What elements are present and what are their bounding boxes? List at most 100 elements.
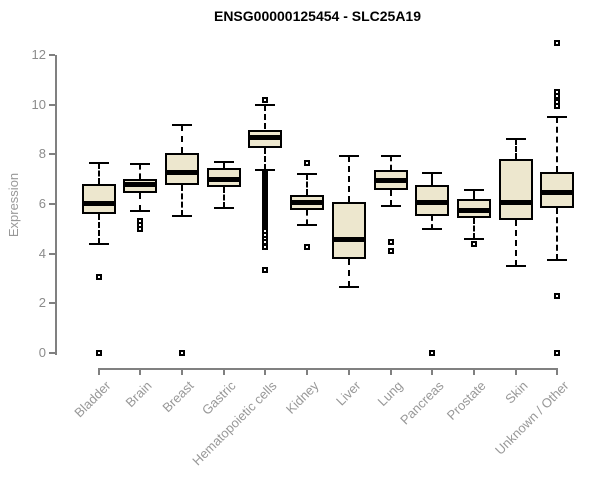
outlier-point xyxy=(304,160,311,167)
outlier-point xyxy=(387,239,394,246)
y-axis-tick-label: 2 xyxy=(38,295,46,311)
outlier-point xyxy=(262,266,269,273)
whisker-cap-upper xyxy=(380,154,401,157)
whisker-lower xyxy=(97,213,100,244)
whisker-upper xyxy=(306,174,309,196)
whisker-upper xyxy=(181,124,184,154)
whisker-cap-upper xyxy=(547,116,568,119)
whisker-lower xyxy=(472,217,475,239)
whisker-upper xyxy=(139,164,142,180)
x-axis-tick xyxy=(472,368,475,375)
whisker-cap-lower xyxy=(547,258,568,261)
whisker-cap-upper xyxy=(297,173,318,176)
outlier-point xyxy=(387,248,394,255)
whisker-lower xyxy=(431,216,434,229)
x-axis-tick xyxy=(264,368,267,375)
whisker-cap-upper xyxy=(130,163,151,166)
whisker-lower xyxy=(264,148,267,171)
y-axis-tick xyxy=(49,153,55,156)
x-axis-tick xyxy=(347,368,350,375)
whisker-upper xyxy=(264,104,267,130)
median-line xyxy=(500,199,531,205)
whisker-upper xyxy=(514,139,517,160)
whisker-cap-lower xyxy=(505,265,526,268)
whisker-lower xyxy=(222,186,225,208)
whisker-cap-lower xyxy=(338,286,359,289)
whisker-upper xyxy=(431,172,434,186)
box-iqr xyxy=(81,184,116,214)
y-axis-tick xyxy=(49,352,55,354)
median-line xyxy=(83,200,114,206)
x-axis-tick xyxy=(139,368,142,375)
x-axis-tick xyxy=(306,368,309,375)
y-axis-tick xyxy=(49,103,55,106)
whisker-lower xyxy=(556,207,559,260)
x-axis-tick xyxy=(222,368,225,375)
chart-title: ENSG00000125454 - SLC25A19 xyxy=(213,8,422,24)
median-line xyxy=(375,178,406,184)
y-axis-tick-label: 6 xyxy=(38,196,46,211)
whisker-cap-upper xyxy=(255,103,276,106)
y-axis-tick xyxy=(49,302,55,305)
whisker-upper xyxy=(556,117,559,172)
whisker-lower xyxy=(514,220,517,267)
y-axis-tick xyxy=(49,252,55,255)
whisker-cap-upper xyxy=(213,160,234,163)
whisker-cap-upper xyxy=(463,189,484,192)
whisker-cap-lower xyxy=(463,237,484,240)
whisker-upper xyxy=(97,163,100,185)
median-line xyxy=(542,189,573,195)
whisker-cap-lower xyxy=(422,227,443,230)
outlier-point xyxy=(262,244,269,251)
whisker-upper xyxy=(222,161,225,168)
whisker-upper xyxy=(389,155,392,171)
x-axis-tick xyxy=(181,368,184,375)
whisker-cap-upper xyxy=(88,162,109,165)
median-line xyxy=(458,208,489,214)
outlier-point xyxy=(95,274,102,281)
whisker-cap-upper xyxy=(338,154,359,157)
outlier-point xyxy=(554,39,561,46)
whisker-cap-lower xyxy=(130,210,151,213)
outlier-point xyxy=(470,240,477,247)
outlier-point xyxy=(137,225,144,232)
whisker-cap-upper xyxy=(172,123,193,126)
outlier-point xyxy=(262,96,269,103)
outlier-point xyxy=(554,102,561,109)
x-axis-tick xyxy=(431,368,434,375)
whisker-upper xyxy=(472,190,475,200)
x-axis-line xyxy=(97,368,559,370)
x-axis-tick xyxy=(514,368,517,375)
box-iqr xyxy=(498,159,533,221)
y-axis-tick xyxy=(49,203,55,205)
y-axis-tick-label: 0 xyxy=(38,345,46,360)
box-iqr xyxy=(331,201,366,259)
outlier-point xyxy=(554,92,561,99)
box-iqr xyxy=(165,153,200,186)
median-line xyxy=(125,182,156,188)
outlier-point xyxy=(179,350,186,356)
y-axis-tick-label: 8 xyxy=(38,146,46,162)
median-line xyxy=(417,199,448,205)
x-axis-tick xyxy=(556,368,559,375)
whisker-lower xyxy=(139,192,142,212)
whisker-upper xyxy=(347,155,350,202)
y-axis-tick-label: 12 xyxy=(31,47,46,62)
y-axis-line xyxy=(55,55,57,355)
whisker-lower xyxy=(389,190,392,207)
whisker-lower xyxy=(181,185,184,217)
x-axis-tick xyxy=(97,368,100,375)
x-axis-tick xyxy=(389,368,392,375)
whisker-cap-lower xyxy=(172,215,193,218)
median-line xyxy=(333,236,364,242)
whisker-cap-lower xyxy=(213,206,234,209)
y-axis-tick xyxy=(49,54,55,56)
median-line xyxy=(250,134,281,140)
whisker-cap-lower xyxy=(88,242,109,245)
outlier-point xyxy=(554,350,561,356)
median-line xyxy=(208,177,239,183)
outlier-point xyxy=(304,244,311,251)
whisker-lower xyxy=(347,258,350,288)
whisker-cap-lower xyxy=(297,224,318,227)
median-line xyxy=(167,169,198,175)
